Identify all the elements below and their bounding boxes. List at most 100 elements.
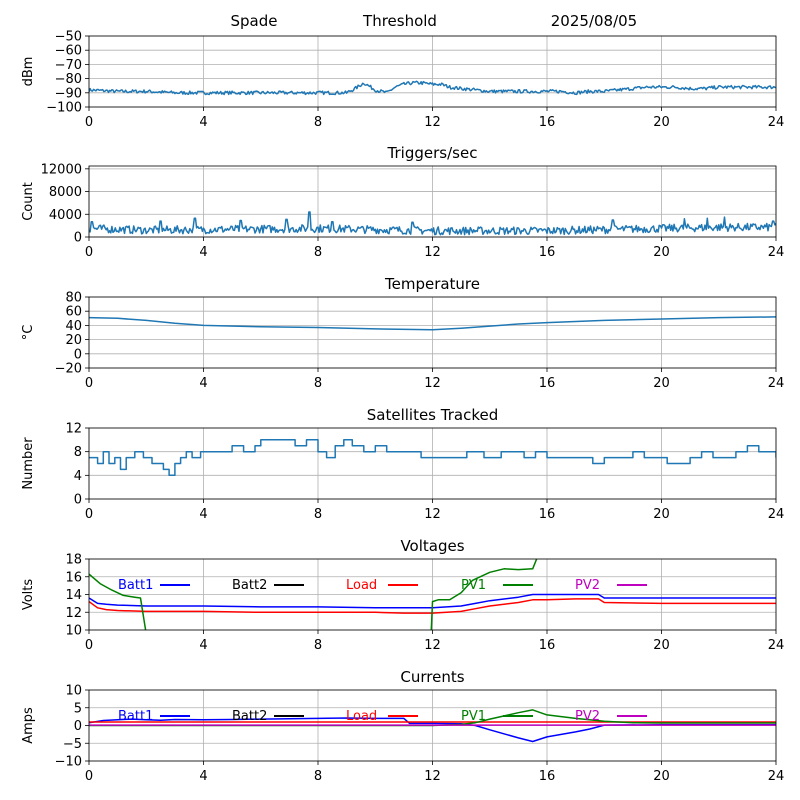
panel-triggers: 0 4 8 12 16 20 24 0 4000 8000 12000 Triggers/sec Cou… [21,144,784,260]
y-tick-label: −20 [55,362,82,377]
y-tick-label: 40 [65,319,82,334]
header-station: Spade [231,12,278,30]
grid-temperature [88,296,777,369]
x-tick-label: 8 [314,245,322,260]
y-axis-label: °C [21,325,36,341]
panel-title: Currents [400,668,464,686]
y-tick-label: −70 [55,58,82,73]
panel-title: Temperature [384,275,480,293]
x-tick-label: 0 [85,245,93,260]
series-triggers [89,211,776,236]
y-tick-label: 10 [65,624,82,639]
x-tick-label: 12 [424,769,441,784]
x-tick-label: 16 [539,376,556,391]
y-tick-label: 14 [65,588,82,603]
x-tick-label: 4 [199,638,207,653]
header-date: 2025/08/05 [551,12,637,30]
legend: Batt1 Batt2 Load PV1 PV2 [118,578,647,593]
series-group [89,80,776,96]
x-tick-label: 0 [85,507,93,522]
y-tick-label: 0 [74,719,82,734]
y-tick-label: 8000 [49,185,82,200]
legend-label: PV2 [575,709,600,724]
x-tick-label: 20 [653,769,670,784]
y-tick-label: 12 [65,422,82,437]
y-tick-label: −90 [55,86,82,101]
x-tick-label: 8 [314,507,322,522]
x-tick-label: 24 [768,769,785,784]
x-tick-label: 12 [424,507,441,522]
y-tick-label: 80 [65,291,82,306]
legend-label: Batt2 [232,709,267,724]
series-batt1 [89,593,776,609]
panel-title: Satellites Tracked [367,406,498,424]
series-group [89,211,776,236]
y-tick-label: 12000 [41,162,82,177]
y-tick-label: 60 [65,305,82,320]
panel-satellites: 0 4 8 12 16 20 24 0 4 8 12 Satellites Tracked Number [21,406,784,522]
x-tick-label: 20 [653,638,670,653]
y-tick-label: 8 [74,445,82,460]
legend-label: PV1 [461,578,486,593]
y-tick-label: 10 [65,684,82,699]
y-tick-label: 16 [65,570,82,585]
y-tick-label: −100 [46,101,82,116]
x-tick-label: 8 [314,115,322,130]
x-tick-label: 0 [85,769,93,784]
x-tick-label: 24 [768,245,785,260]
x-tick-label: 12 [424,245,441,260]
y-tick-label: 5 [74,701,82,716]
y-tick-label: 18 [65,553,82,568]
series-temperature [89,316,776,331]
x-tick-label: 4 [199,507,207,522]
x-tick-label: 16 [539,507,556,522]
x-tick-label: 24 [768,376,785,391]
panel-title: Voltages [400,537,464,555]
y-tick-label: 20 [65,333,82,348]
legend-label: Load [346,709,377,724]
y-tick-label: −50 [55,30,82,45]
series-group [89,316,776,331]
series-group [89,559,776,630]
x-tick-label: 8 [314,638,322,653]
x-tick-label: 24 [768,507,785,522]
legend-label: Batt1 [118,709,153,724]
series-group [89,439,776,477]
x-tick-label: 4 [199,245,207,260]
x-tick-label: 0 [85,376,93,391]
x-tick-label: 4 [199,376,207,391]
x-tick-label: 12 [424,115,441,130]
x-tick-label: 16 [539,769,556,784]
legend-label: PV2 [575,578,600,593]
x-tick-label: 20 [653,115,670,130]
y-tick-label: 4 [74,469,82,484]
y-tick-label: −10 [55,755,82,770]
series-satellites [89,439,776,477]
series-pv1 [89,559,538,630]
y-tick-label: −60 [55,44,82,59]
x-tick-label: 20 [653,507,670,522]
legend-label: Batt1 [118,578,153,593]
x-tick-label: 24 [768,115,785,130]
y-tick-label: 0 [74,231,82,246]
series-threshold [89,80,776,96]
x-tick-label: 4 [199,769,207,784]
y-tick-label: −80 [55,72,82,87]
legend-label: Load [346,578,377,593]
x-tick-label: 12 [424,638,441,653]
series-group [89,709,776,743]
y-tick-label: 12 [65,606,82,621]
x-tick-label: 8 [314,769,322,784]
y-tick-label: 0 [74,347,82,362]
x-tick-label: 0 [85,115,93,130]
legend: Batt1 Batt2 Load PV1 PV2 [118,709,647,724]
y-tick-label: 4000 [49,208,82,223]
y-tick-label: −5 [63,737,82,752]
legend-label: PV1 [461,709,486,724]
panel-title: Triggers/sec [387,144,478,162]
x-tick-label: 0 [85,638,93,653]
